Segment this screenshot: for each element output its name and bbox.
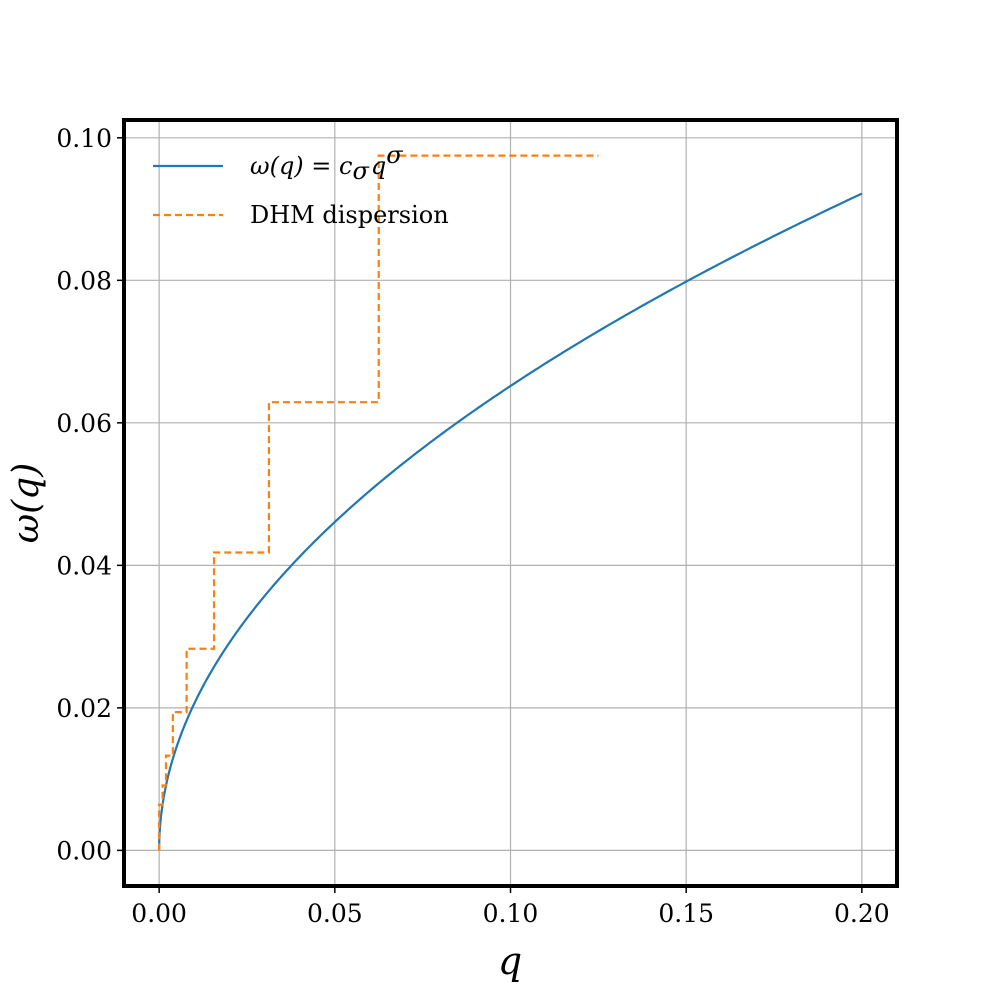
y-tick-label: 0.04	[56, 551, 112, 580]
y-axis-label: ω(q)	[6, 463, 47, 544]
legend-label-power-law: ω(q) = cσqσ	[250, 141, 403, 185]
series-line-power-law	[158, 192, 863, 851]
y-tick-label: 0.06	[56, 409, 112, 438]
y-tick-label: 0.02	[56, 694, 112, 723]
x-tick-label: 0.15	[658, 899, 714, 928]
ticks: 0.00 0.05 0.10 0.15 0.20 0.00 0.02 0.04 0.06 0.08…	[56, 124, 889, 928]
legend: ω(q) = cσqσ DHM dispersion	[153, 141, 449, 229]
grid	[124, 120, 897, 886]
legend-label-dhm: DHM dispersion	[250, 201, 449, 229]
x-tick-label: 0.10	[483, 899, 539, 928]
x-tick-label: 0.00	[131, 899, 187, 928]
series-line-dhm	[158, 154, 599, 851]
y-tick-label: 0.08	[56, 266, 112, 295]
x-tick-label: 0.05	[307, 899, 363, 928]
x-tick-label: 0.20	[834, 899, 890, 928]
y-tick-label: 0.00	[56, 836, 112, 865]
series-layer	[158, 154, 863, 851]
y-tick-label: 0.10	[56, 124, 112, 153]
x-axis-label: q	[498, 939, 522, 983]
